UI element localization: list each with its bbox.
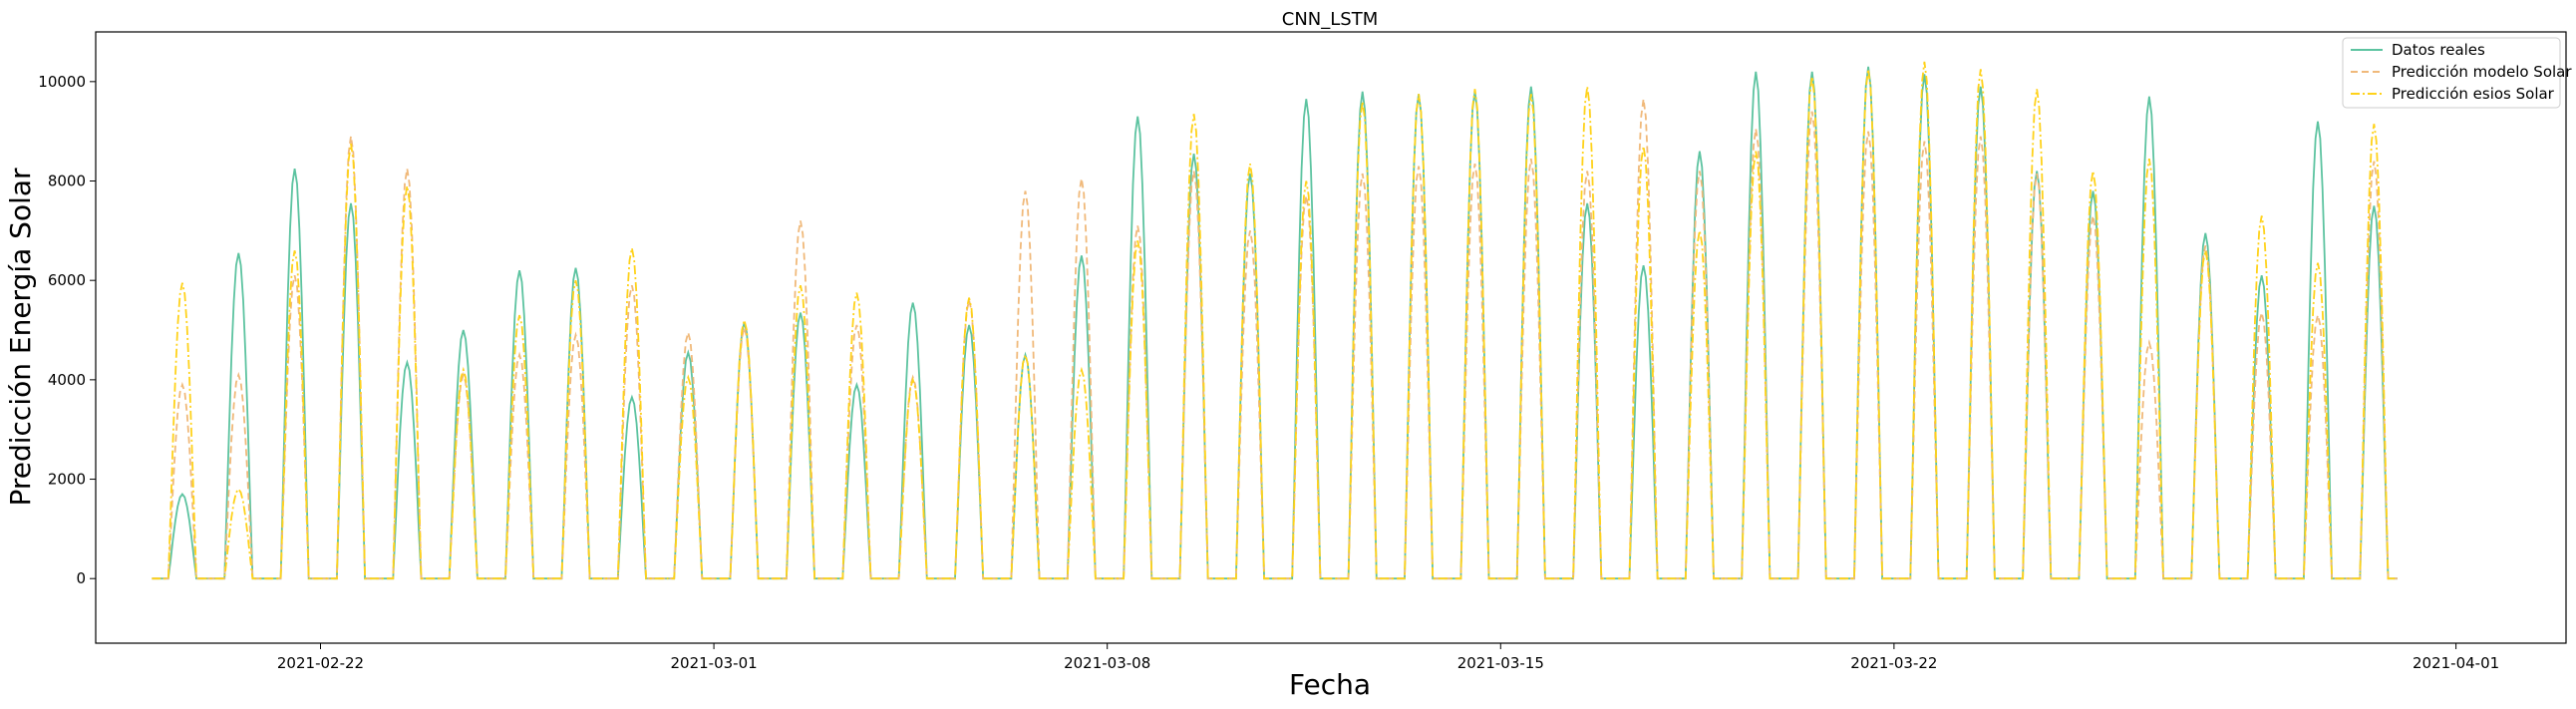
x-tick-label-5: 2021-04-01 bbox=[2413, 654, 2499, 672]
y-tick-label-2: 4000 bbox=[48, 371, 86, 389]
x-tick-label-2: 2021-03-08 bbox=[1064, 654, 1150, 672]
y-axis-ticks: 0 2000 4000 6000 8000 10000 bbox=[38, 73, 96, 587]
y-tick-label-3: 6000 bbox=[48, 271, 86, 289]
plot-frame bbox=[95, 31, 2567, 644]
y-tick-label-0: 0 bbox=[76, 569, 86, 587]
y-tick-label-4: 8000 bbox=[48, 173, 86, 190]
legend: Datos reales Predicción modelo Solar Pre… bbox=[2342, 37, 2572, 109]
x-axis-ticks: 2021-02-22 2021-03-01 2021-03-08 2021-03-15… bbox=[277, 643, 2499, 672]
legend-label-modelo-solar: Predicción modelo Solar bbox=[2392, 63, 2572, 81]
x-tick-label-0: 2021-02-22 bbox=[277, 654, 364, 672]
series-line-0 bbox=[152, 66, 2398, 580]
x-tick-label-3: 2021-03-15 bbox=[1457, 654, 1544, 672]
y-tick-label-5: 10000 bbox=[38, 73, 86, 91]
series-line-1 bbox=[152, 99, 2398, 580]
y-axis-title: Predicción Energía Solar bbox=[4, 168, 37, 507]
series-line-2 bbox=[152, 61, 2398, 580]
series-group bbox=[152, 61, 2398, 580]
chart-title: CNN_LSTM bbox=[1282, 9, 1378, 30]
x-tick-label-4: 2021-03-22 bbox=[1850, 654, 1937, 672]
legend-label-datos-reales: Datos reales bbox=[2392, 41, 2485, 59]
x-axis-title: Fecha bbox=[1289, 668, 1371, 701]
x-tick-label-1: 2021-03-01 bbox=[670, 654, 757, 672]
legend-label-esios-solar: Predicción esios Solar bbox=[2392, 85, 2555, 103]
legend-frame bbox=[2342, 37, 2561, 109]
y-tick-label-1: 2000 bbox=[48, 471, 86, 489]
